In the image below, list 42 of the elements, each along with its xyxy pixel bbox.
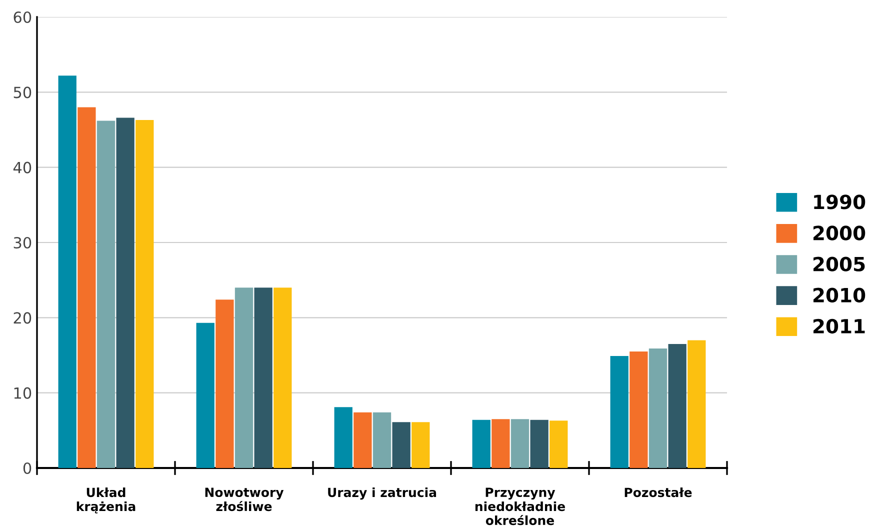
y-tick-label: 0 xyxy=(23,462,32,474)
bar xyxy=(274,288,292,468)
bar xyxy=(354,412,372,468)
bar xyxy=(116,118,134,468)
legend-label: 1990 xyxy=(814,194,866,210)
x-tick-label: Układ krążenia xyxy=(76,487,136,514)
x-tick-label: Urazy i zatrucia xyxy=(328,487,436,500)
legend-label: 2000 xyxy=(813,226,866,240)
bar xyxy=(492,419,510,468)
bar xyxy=(58,76,76,468)
y-tick-label: 40 xyxy=(13,162,32,174)
x-tick-label: Przyczyny niedokładnie określone xyxy=(475,488,565,526)
bar xyxy=(216,300,234,468)
bar xyxy=(392,422,410,468)
bar xyxy=(234,288,254,468)
bar xyxy=(78,107,96,468)
y-tick-label: 50 xyxy=(14,86,32,98)
bar xyxy=(610,356,628,468)
bar xyxy=(550,420,568,468)
x-tick-label: Pozostałe xyxy=(624,487,692,498)
bar xyxy=(648,348,668,468)
bar xyxy=(668,344,686,468)
bar xyxy=(334,407,352,468)
legend-label: 2005 xyxy=(813,256,865,272)
y-tick-label: 30 xyxy=(14,236,32,249)
bar xyxy=(372,412,392,468)
legend-label: 2010 xyxy=(813,288,866,303)
y-tick-label: 20 xyxy=(14,312,32,324)
bar xyxy=(688,340,706,468)
bar xyxy=(630,351,648,468)
x-tick-label: Nowotwory złośliwe xyxy=(205,488,284,512)
bar xyxy=(530,420,548,468)
bar xyxy=(136,120,154,468)
bar xyxy=(196,322,214,468)
bar xyxy=(254,288,272,468)
y-tick-label: 10 xyxy=(14,387,32,399)
bar xyxy=(96,120,116,468)
bar xyxy=(510,419,530,468)
y-tick-label: 60 xyxy=(14,11,32,24)
legend-label: 2011 xyxy=(813,318,865,334)
bar xyxy=(472,420,490,468)
bar xyxy=(412,422,430,468)
